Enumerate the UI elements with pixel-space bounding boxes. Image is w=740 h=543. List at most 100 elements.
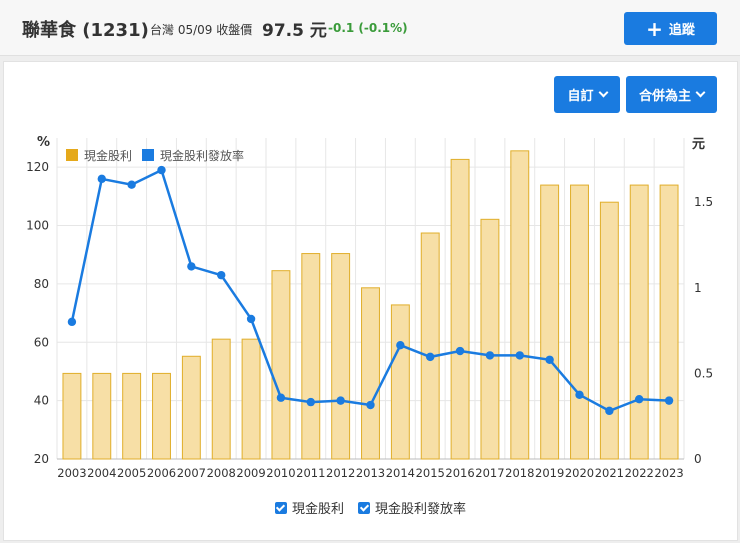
stock-name: 聯華食 (1231) bbox=[22, 20, 149, 41]
x-axis-tick-label: 2016 bbox=[445, 466, 474, 480]
cash-dividend-bar bbox=[331, 253, 351, 460]
payout-ratio-point bbox=[455, 346, 465, 356]
cash-dividend-bar bbox=[540, 184, 560, 460]
right-axis-ticks: 0 0.5 1 1.5 bbox=[694, 195, 713, 466]
cash-dividend-bar bbox=[510, 150, 530, 460]
x-axis-tick-label: 2008 bbox=[207, 466, 236, 480]
cash-dividend-bar bbox=[301, 253, 321, 460]
payout-ratio-point bbox=[366, 400, 375, 410]
cash-dividend-bar bbox=[570, 184, 589, 460]
left-axis-ticks: 20 40 60 80 100 120 bbox=[26, 160, 49, 466]
payout-ratio-point bbox=[545, 355, 554, 364]
toggle-payout-ratio[interactable]: 現金股利發放率 bbox=[358, 498, 466, 517]
x-axis-tick-label: 2022 bbox=[625, 466, 654, 480]
payout-ratio-point bbox=[635, 394, 644, 404]
toggle-cash-dividend[interactable]: 現金股利 bbox=[274, 498, 344, 517]
cash-dividend-bar bbox=[420, 232, 440, 460]
cash-dividend-bar bbox=[211, 338, 231, 460]
x-axis-tick-label: 2011 bbox=[296, 466, 325, 480]
cash-dividend-bar bbox=[599, 201, 619, 460]
checkbox-checked-icon bbox=[274, 501, 287, 514]
bottom-legend: 現金股利 現金股利發放率 bbox=[4, 498, 737, 517]
cash-dividend-bar bbox=[390, 304, 410, 460]
x-axis-tick-label: 2021 bbox=[595, 466, 624, 480]
cash-dividend-bar bbox=[659, 184, 679, 460]
cash-dividend-bar bbox=[62, 372, 82, 460]
x-axis-tick-label: 2004 bbox=[87, 466, 116, 480]
toggle-cash-dividend-label: 現金股利 bbox=[291, 502, 344, 517]
follow-label: 追蹤 bbox=[668, 23, 695, 38]
x-axis-tick-label: 2017 bbox=[475, 466, 504, 480]
payout-ratio-point bbox=[97, 174, 106, 184]
left-axis-tick-label: 60 bbox=[34, 335, 49, 349]
payout-ratio-point bbox=[426, 352, 435, 362]
left-axis-tick-label: 80 bbox=[34, 277, 49, 291]
dividend-chart: 20 40 60 80 100 120 0 0.5 1 1.5 2003 2004 2005 2006… bbox=[26, 135, 713, 480]
right-axis-tick-label: 1 bbox=[694, 281, 702, 295]
x-axis-tick-label: 2012 bbox=[326, 466, 355, 480]
payout-ratio-point bbox=[336, 396, 345, 405]
payout-ratio-point bbox=[127, 180, 136, 189]
cash-dividend-bar bbox=[241, 338, 261, 460]
checkbox-checked-icon bbox=[358, 501, 370, 514]
cash-dividend-bar bbox=[629, 184, 649, 460]
cash-dividend-bar bbox=[450, 158, 470, 460]
payout-ratio-point bbox=[485, 351, 495, 360]
x-axis-tick-label: 2010 bbox=[266, 466, 295, 480]
market-date: 台灣 05/09 收盤價 bbox=[150, 23, 253, 37]
consolidation-dropdown[interactable]: 合併為主 bbox=[626, 76, 717, 113]
x-axis-tick-label: 2009 bbox=[236, 466, 265, 480]
payout-ratio-point bbox=[306, 397, 315, 407]
right-axis-tick-label: 0 bbox=[694, 452, 702, 466]
cash-dividend-bar bbox=[480, 218, 500, 460]
left-axis-label: % bbox=[37, 135, 50, 150]
payout-ratio-point bbox=[575, 390, 584, 399]
right-axis-label: 元 bbox=[692, 137, 705, 152]
cash-dividend-bar bbox=[122, 372, 142, 460]
x-axis-ticks: 2003 2004 2005 2006 2007 2008 2009 2010 2011 2012… bbox=[57, 466, 683, 480]
follow-button[interactable]: + 追蹤 bbox=[624, 12, 717, 45]
payout-ratio-point bbox=[276, 393, 286, 402]
consolidation-label: 合併為主 bbox=[638, 89, 691, 104]
cash-dividend-bar bbox=[92, 372, 112, 460]
x-axis-tick-label: 2003 bbox=[57, 466, 86, 480]
payout-ratio-point bbox=[396, 340, 405, 350]
payout-ratio-legend-swatch bbox=[142, 149, 154, 161]
top-legend-cash-dividend: 現金股利 bbox=[84, 148, 132, 163]
left-axis-tick-label: 20 bbox=[34, 452, 49, 466]
x-axis-tick-label: 2006 bbox=[147, 466, 176, 480]
plus-icon: + bbox=[646, 16, 663, 41]
x-axis-tick-label: 2023 bbox=[654, 466, 683, 480]
cash-dividend-bar bbox=[271, 270, 291, 460]
x-axis-tick-label: 2014 bbox=[386, 466, 415, 480]
toggle-payout-ratio-label: 現金股利發放率 bbox=[375, 502, 467, 517]
cash-dividend-bar bbox=[181, 355, 201, 460]
right-axis-tick-label: 0.5 bbox=[694, 366, 713, 380]
payout-ratio-point bbox=[515, 351, 524, 360]
custom-period-dropdown[interactable]: 自訂 bbox=[554, 76, 620, 113]
x-axis-tick-label: 2020 bbox=[565, 466, 594, 480]
price-change: -0.1 (-0.1%) bbox=[328, 21, 408, 35]
left-axis-tick-label: 100 bbox=[26, 219, 49, 233]
right-axis-tick-label: 1.5 bbox=[694, 195, 713, 209]
x-axis-tick-label: 2005 bbox=[117, 466, 146, 480]
cash-dividend-bars bbox=[62, 150, 679, 460]
cash-dividend-legend-swatch bbox=[66, 149, 78, 161]
payout-ratio-point bbox=[67, 317, 77, 327]
chart-panel: 自訂 合併為主 20 40 60 80 100 120 0 0.5 1 1.5 2003 2004… bbox=[3, 61, 738, 541]
payout-ratio-point bbox=[605, 406, 614, 416]
x-axis-tick-label: 2007 bbox=[177, 466, 206, 480]
cash-dividend-bar bbox=[361, 287, 380, 460]
left-axis-tick-label: 120 bbox=[26, 160, 49, 174]
payout-ratio-point bbox=[246, 314, 256, 324]
payout-ratio-point bbox=[664, 396, 674, 405]
stock-header: 聯華食 (1231) 台灣 05/09 收盤價 97.5 元 -0.1 (-0.… bbox=[0, 0, 740, 56]
top-legend-payout-ratio: 現金股利發放率 bbox=[160, 148, 244, 163]
left-axis-tick-label: 40 bbox=[34, 394, 49, 408]
x-axis-tick-label: 2013 bbox=[356, 466, 385, 480]
x-axis-tick-label: 2019 bbox=[535, 466, 564, 480]
top-legend: 現金股利 現金股利發放率 bbox=[66, 148, 244, 163]
close-price: 97.5 元 bbox=[262, 21, 327, 41]
custom-period-label: 自訂 bbox=[567, 89, 594, 104]
payout-ratio-point bbox=[217, 270, 226, 280]
